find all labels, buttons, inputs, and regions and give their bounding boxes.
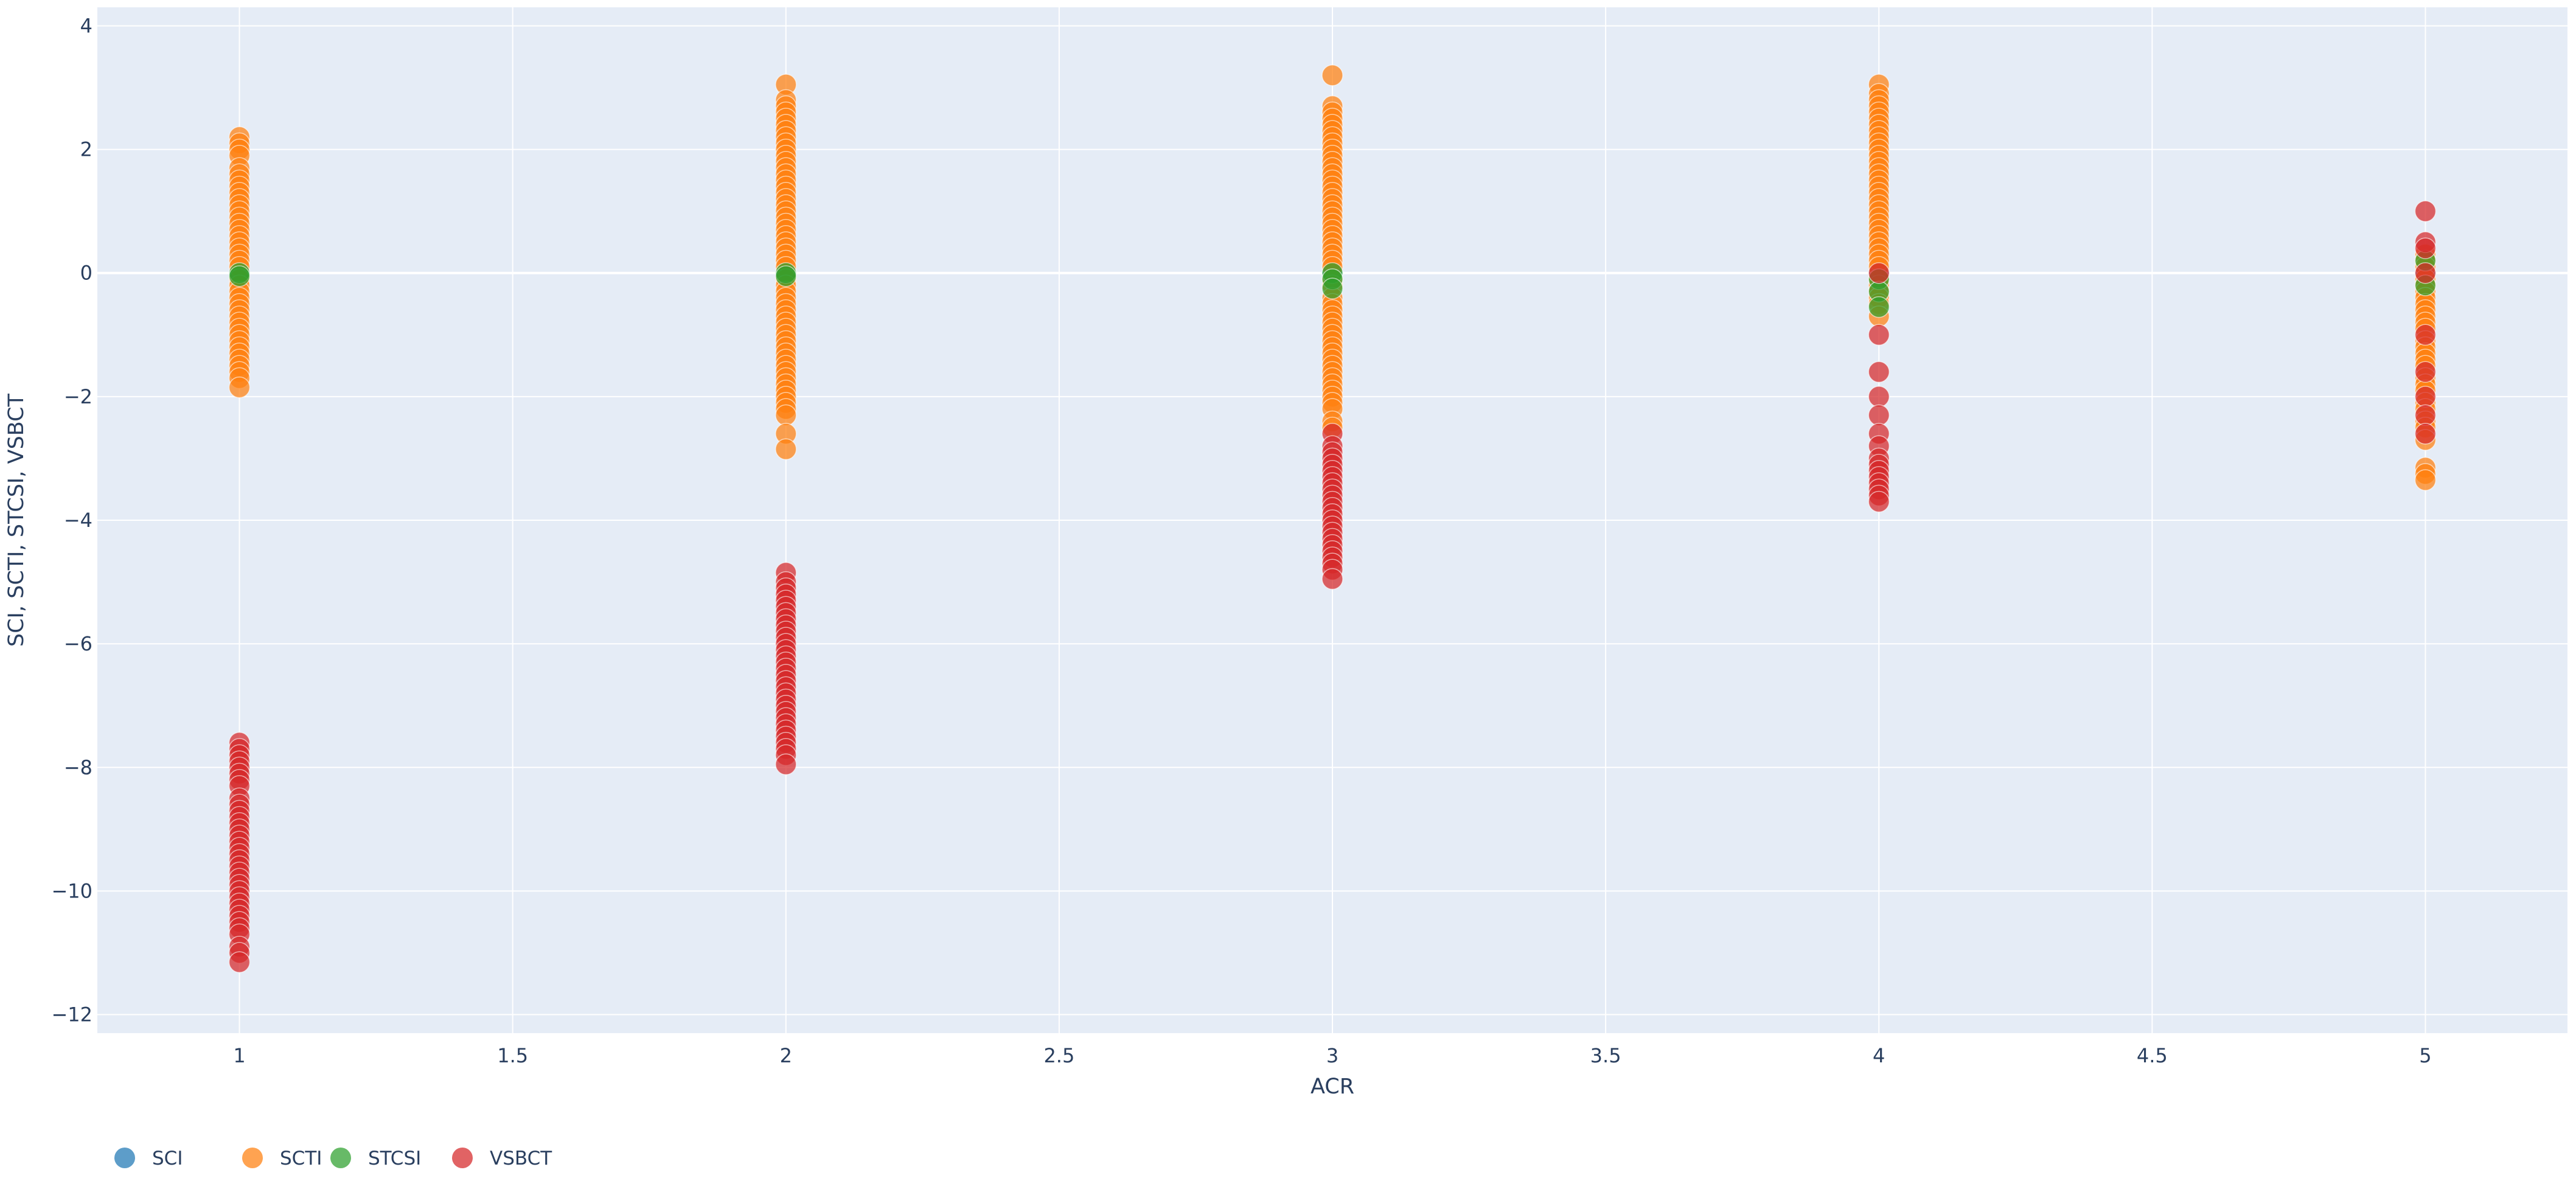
data-point [2414, 237, 2437, 259]
legend-label: SCTI [280, 1148, 322, 1169]
x-tick-label: 1.5 [497, 1044, 528, 1067]
y-tick-label: −12 [51, 1003, 92, 1026]
data-point [2414, 386, 2437, 408]
y-axis-ticks: 4 2 0 −2 −4 −6 −8 −10 −12 [51, 14, 92, 1026]
legend-item-vsbct: VSBCT [452, 1148, 552, 1169]
x-tick-label: 3 [1326, 1044, 1338, 1067]
y-axis-title: SCI, SCTI, STCSI, VSBCT [4, 393, 29, 647]
y-tick-label: −4 [64, 509, 92, 532]
data-point [2414, 324, 2437, 346]
x-tick-label: 5 [2419, 1044, 2431, 1067]
data-point [228, 951, 251, 973]
legend-marker [452, 1148, 473, 1168]
x-tick-label: 1 [233, 1044, 245, 1067]
x-tick-label: 2 [780, 1044, 792, 1067]
x-tick-label: 4.5 [2137, 1044, 2168, 1067]
data-point [228, 376, 251, 399]
data-point [775, 404, 797, 427]
y-tick-label: −8 [64, 756, 92, 779]
legend-label: VSBCT [490, 1148, 552, 1169]
legend-item-stcsi: STCSI [330, 1148, 421, 1169]
legend-marker [114, 1148, 135, 1168]
data-point [228, 265, 251, 287]
data-point [2414, 200, 2437, 222]
legend-label: SCI [152, 1148, 183, 1169]
legend-marker [242, 1148, 263, 1168]
y-tick-label: −2 [64, 385, 92, 408]
data-point [1868, 404, 1890, 427]
y-tick-label: 2 [80, 138, 92, 161]
data-point [775, 265, 797, 287]
x-tick-label: 2.5 [1043, 1044, 1074, 1067]
data-point [775, 753, 797, 775]
data-point [1868, 361, 1890, 383]
data-point [1868, 296, 1890, 318]
data-point [1868, 262, 1890, 284]
data-point [1868, 386, 1890, 408]
data-point [2414, 262, 2437, 284]
data-point [1321, 277, 1343, 299]
legend-label: STCSI [368, 1148, 421, 1169]
x-axis-title: ACR [1311, 1075, 1354, 1099]
legend: SCI SCTI STCSI VSBCT [114, 1148, 552, 1169]
data-point [1868, 490, 1890, 513]
data-point [2414, 423, 2437, 445]
data-point [1321, 568, 1343, 590]
data-points [228, 64, 2437, 973]
legend-marker [330, 1148, 351, 1168]
x-tick-label: 4 [1873, 1044, 1885, 1067]
data-point [2414, 404, 2437, 427]
data-point [775, 438, 797, 460]
y-tick-label: 4 [80, 14, 92, 37]
legend-item-sci: SCI [114, 1148, 183, 1169]
x-axis-ticks: 1 1.5 2 2.5 3 3.5 4 4.5 5 [233, 1044, 2431, 1067]
data-point [1868, 324, 1890, 346]
y-tick-label: 0 [80, 262, 92, 285]
series-vsbct [228, 200, 2437, 973]
data-point [1321, 64, 1343, 86]
data-point [2414, 361, 2437, 383]
data-point [2414, 469, 2437, 491]
y-tick-label: −6 [64, 632, 92, 655]
series-scti [228, 64, 2437, 491]
x-tick-label: 3.5 [1590, 1044, 1621, 1067]
y-tick-label: −10 [51, 879, 92, 902]
legend-item-scti: SCTI [242, 1148, 322, 1169]
